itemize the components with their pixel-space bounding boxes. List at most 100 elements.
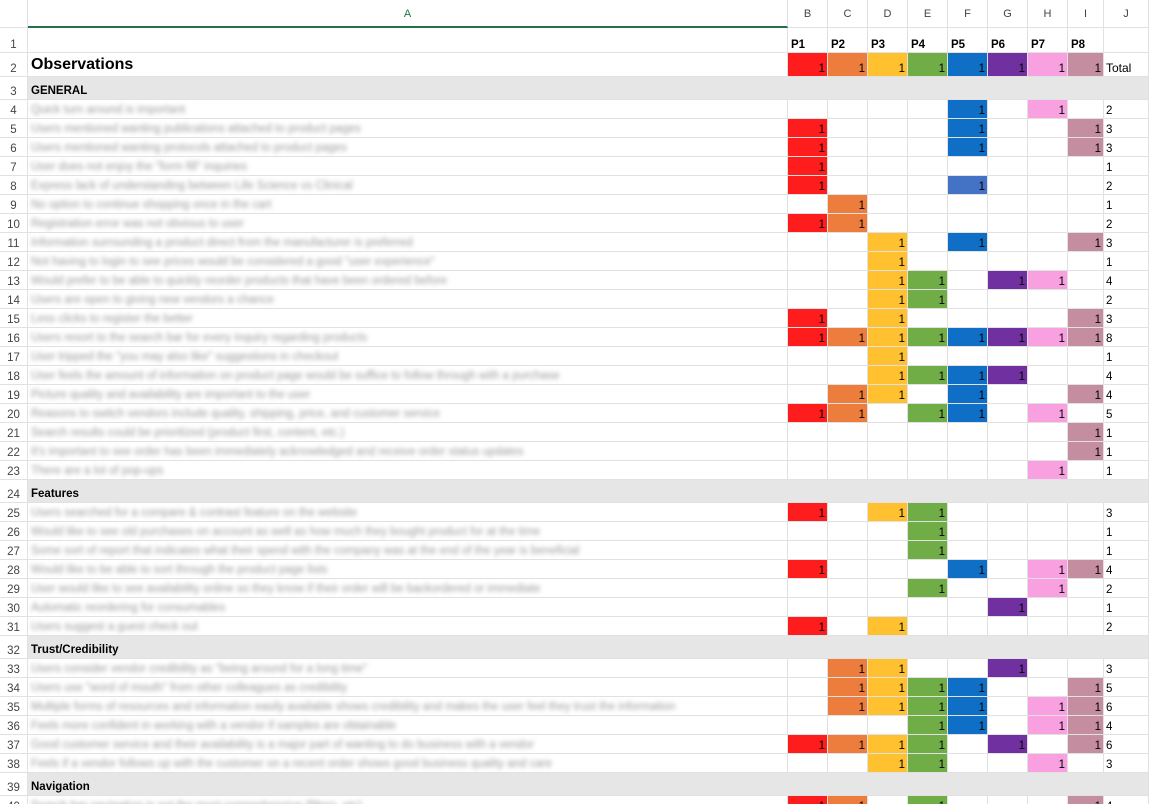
- score-cell[interactable]: 1: [948, 560, 988, 579]
- row-number[interactable]: 3: [0, 77, 28, 100]
- row-number[interactable]: 32: [0, 636, 28, 659]
- observation-text[interactable]: Users are open to giving new vendors a c…: [28, 290, 788, 309]
- score-cell[interactable]: [1068, 522, 1104, 541]
- observation-text[interactable]: Users mentioned wanting protocols attach…: [28, 138, 788, 157]
- score-cell[interactable]: 1: [788, 735, 828, 754]
- score-cell[interactable]: [1028, 385, 1068, 404]
- score-cell[interactable]: [1028, 119, 1068, 138]
- score-cell[interactable]: [988, 119, 1028, 138]
- score-cell[interactable]: 1: [788, 503, 828, 522]
- score-cell[interactable]: 1: [948, 385, 988, 404]
- row-number[interactable]: 2: [0, 53, 28, 77]
- score-cell[interactable]: [868, 461, 908, 480]
- score-cell[interactable]: [1068, 195, 1104, 214]
- score-cell[interactable]: [1068, 271, 1104, 290]
- score-cell[interactable]: [988, 138, 1028, 157]
- score-cell[interactable]: [988, 754, 1028, 773]
- score-cell[interactable]: 1: [868, 366, 908, 385]
- score-cell[interactable]: [988, 579, 1028, 598]
- participant-color-p6[interactable]: 1: [988, 53, 1028, 77]
- score-cell[interactable]: [1028, 233, 1068, 252]
- score-cell[interactable]: 1: [1068, 309, 1104, 328]
- score-cell[interactable]: 1: [868, 233, 908, 252]
- column-header-d[interactable]: D: [868, 0, 908, 28]
- score-cell[interactable]: 1: [868, 347, 908, 366]
- row-total[interactable]: 1: [1104, 442, 1149, 461]
- score-cell[interactable]: [828, 522, 868, 541]
- score-cell[interactable]: [1068, 754, 1104, 773]
- score-cell[interactable]: [828, 252, 868, 271]
- score-cell[interactable]: [908, 195, 948, 214]
- score-cell[interactable]: 1: [868, 503, 908, 522]
- row-total[interactable]: 3: [1104, 503, 1149, 522]
- participant-label[interactable]: P4: [908, 28, 948, 53]
- score-cell[interactable]: [788, 678, 828, 697]
- row-number[interactable]: 39: [0, 773, 28, 796]
- score-cell[interactable]: [1028, 678, 1068, 697]
- observation-text[interactable]: User would like to see availability onli…: [28, 579, 788, 598]
- score-cell[interactable]: [1068, 541, 1104, 560]
- score-cell[interactable]: [1068, 617, 1104, 636]
- score-cell[interactable]: [828, 598, 868, 617]
- row-number[interactable]: 36: [0, 716, 28, 735]
- participant-color-p7[interactable]: 1: [1028, 53, 1068, 77]
- score-cell[interactable]: [1068, 176, 1104, 195]
- observation-text[interactable]: Information surrounding a product direct…: [28, 233, 788, 252]
- score-cell[interactable]: [948, 214, 988, 233]
- score-cell[interactable]: [828, 290, 868, 309]
- score-cell[interactable]: [948, 522, 988, 541]
- score-cell[interactable]: 1: [868, 659, 908, 678]
- score-cell[interactable]: [1028, 138, 1068, 157]
- score-cell[interactable]: [948, 796, 988, 804]
- score-cell[interactable]: [788, 697, 828, 716]
- score-cell[interactable]: [988, 423, 1028, 442]
- score-cell[interactable]: [908, 100, 948, 119]
- score-cell[interactable]: [1028, 195, 1068, 214]
- column-header-h[interactable]: H: [1028, 0, 1068, 28]
- score-cell[interactable]: 1: [1068, 423, 1104, 442]
- row-total[interactable]: 1: [1104, 423, 1149, 442]
- score-cell[interactable]: 1: [788, 138, 828, 157]
- score-cell[interactable]: [868, 541, 908, 560]
- score-cell[interactable]: 1: [788, 176, 828, 195]
- row-number[interactable]: 28: [0, 560, 28, 579]
- score-cell[interactable]: 1: [868, 271, 908, 290]
- score-cell[interactable]: [868, 119, 908, 138]
- score-cell[interactable]: [908, 252, 948, 271]
- row-total[interactable]: 1: [1104, 598, 1149, 617]
- row-number[interactable]: 27: [0, 541, 28, 560]
- score-cell[interactable]: [828, 347, 868, 366]
- row-number[interactable]: 23: [0, 461, 28, 480]
- score-cell[interactable]: 1: [868, 754, 908, 773]
- participant-label[interactable]: P3: [868, 28, 908, 53]
- score-cell[interactable]: [988, 796, 1028, 804]
- score-cell[interactable]: 1: [788, 404, 828, 423]
- row-number[interactable]: 14: [0, 290, 28, 309]
- observation-text[interactable]: Users suggest a guest check out: [28, 617, 788, 636]
- score-cell[interactable]: [988, 195, 1028, 214]
- score-cell[interactable]: 1: [908, 290, 948, 309]
- row-number[interactable]: 1: [0, 28, 28, 53]
- cell[interactable]: [1104, 28, 1149, 53]
- score-cell[interactable]: 1: [868, 697, 908, 716]
- score-cell[interactable]: 1: [788, 119, 828, 138]
- score-cell[interactable]: [1068, 366, 1104, 385]
- score-cell[interactable]: [788, 195, 828, 214]
- score-cell[interactable]: [828, 716, 868, 735]
- score-cell[interactable]: [988, 290, 1028, 309]
- score-cell[interactable]: 1: [908, 716, 948, 735]
- score-cell[interactable]: [988, 560, 1028, 579]
- score-cell[interactable]: [1028, 735, 1068, 754]
- row-number[interactable]: 31: [0, 617, 28, 636]
- row-total[interactable]: 2: [1104, 176, 1149, 195]
- score-cell[interactable]: 1: [1068, 796, 1104, 804]
- score-cell[interactable]: [828, 541, 868, 560]
- score-cell[interactable]: [988, 176, 1028, 195]
- score-cell[interactable]: 1: [988, 598, 1028, 617]
- row-total[interactable]: 4: [1104, 366, 1149, 385]
- observation-text[interactable]: Would prefer to be able to quickly reord…: [28, 271, 788, 290]
- observation-text[interactable]: Reasons to switch vendors include qualit…: [28, 404, 788, 423]
- score-cell[interactable]: 1: [868, 290, 908, 309]
- score-cell[interactable]: [988, 309, 1028, 328]
- score-cell[interactable]: [948, 541, 988, 560]
